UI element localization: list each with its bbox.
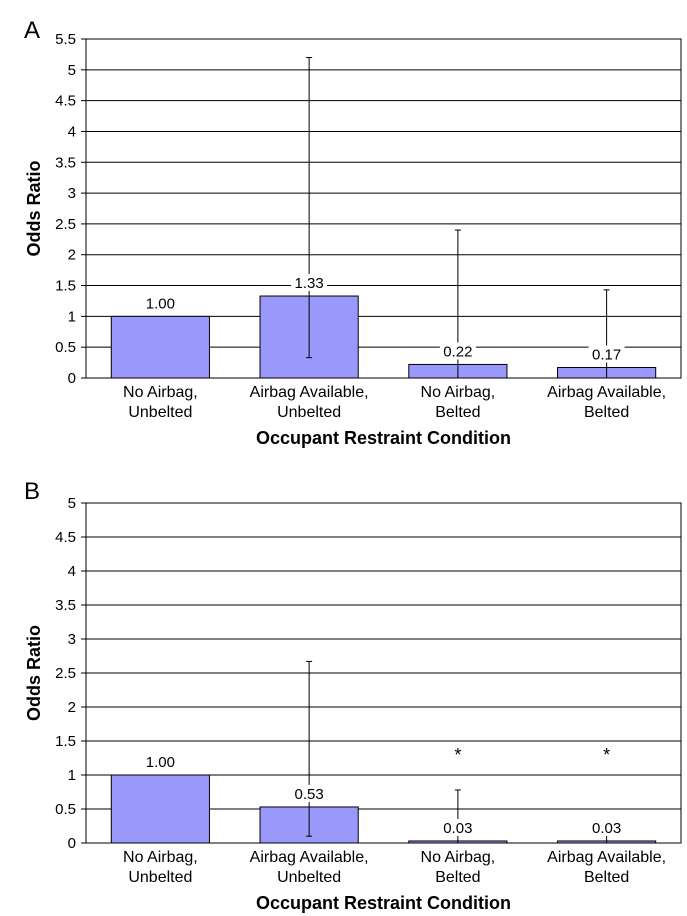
data-label: 1.00 <box>146 754 175 771</box>
y-axis-title: Odds Ratio <box>24 160 44 256</box>
x-category-label: No Airbag, <box>421 849 496 866</box>
data-label-bg <box>588 818 625 836</box>
y-tick-label: 5 <box>68 62 76 79</box>
bar <box>110 774 210 844</box>
plot-frame <box>85 502 682 844</box>
significance-marker: * <box>603 745 610 765</box>
y-tick-label: 4 <box>68 123 76 140</box>
data-label: 0.03 <box>592 820 621 837</box>
x-category-label: Belted <box>584 404 629 421</box>
x-category-label: Unbelted <box>277 404 341 421</box>
data-label-bg <box>439 342 476 360</box>
y-tick-label: 1 <box>68 308 76 325</box>
x-category-label: Airbag Available, <box>547 384 666 401</box>
x-category-label: No Airbag, <box>123 849 198 866</box>
plot-frame <box>85 38 682 379</box>
y-tick-label: 2.5 <box>55 216 76 233</box>
y-tick-label: 5 <box>68 495 76 512</box>
data-label-bg <box>291 274 328 292</box>
data-label: 1.33 <box>295 275 324 292</box>
data-label-bg <box>291 784 328 802</box>
data-label: 0.17 <box>592 347 621 364</box>
y-axis-title: Odds Ratio <box>24 625 44 721</box>
data-label: 1.00 <box>146 295 175 312</box>
significance-marker: * <box>454 745 461 765</box>
y-tick-label: 3.5 <box>55 154 76 171</box>
x-category-label: Belted <box>435 869 480 886</box>
x-category-label: Airbag Available, <box>547 849 666 866</box>
panel-label: A <box>24 17 40 44</box>
y-tick-label: 3 <box>68 185 76 202</box>
chart-panel-b: B 0 0.5 1 1.5 2 2.5 3 3.5 4 4.5 5 1.00 No Airbag, Unbe… <box>24 478 682 913</box>
x-axis-title: Occupant Restraint Condition <box>256 893 511 913</box>
x-category-label: Belted <box>435 404 480 421</box>
data-label-bg <box>142 294 179 312</box>
data-label-bg <box>439 818 476 836</box>
x-category-label: No Airbag, <box>123 384 198 401</box>
chart-panel-a: A 0 0.5 1 1.5 2 2.5 3 3.5 4 4.5 5 5.5 1.00 No Airbag, U… <box>24 17 682 448</box>
y-tick-label: 0 <box>68 370 76 387</box>
y-tick-label: 0.5 <box>55 801 76 818</box>
data-label-bg <box>588 345 625 363</box>
x-category-label: Unbelted <box>277 869 341 886</box>
y-tick-label: 1.5 <box>55 278 76 295</box>
x-category-label: No Airbag, <box>421 384 496 401</box>
x-category-label: Unbelted <box>128 404 192 421</box>
data-label: 0.22 <box>443 343 472 360</box>
y-tick-label: 3 <box>68 631 76 648</box>
y-tick-label: 2 <box>68 699 76 716</box>
panel-label: B <box>24 478 40 505</box>
y-tick-label: 4.5 <box>55 93 76 110</box>
x-category-label: Airbag Available, <box>250 384 369 401</box>
x-category-label: Airbag Available, <box>250 849 369 866</box>
y-tick-label: 1 <box>68 767 76 784</box>
data-label-bg <box>142 753 179 770</box>
y-tick-label: 0.5 <box>55 339 76 356</box>
data-label: 0.03 <box>443 820 472 837</box>
y-tick-label: 4.5 <box>55 529 76 546</box>
bar <box>110 315 210 379</box>
y-tick-label: 0 <box>68 835 76 852</box>
y-tick-label: 3.5 <box>55 597 76 614</box>
y-tick-label: 2 <box>68 247 76 264</box>
data-label: 0.53 <box>295 786 324 803</box>
x-axis-title: Occupant Restraint Condition <box>256 428 511 448</box>
y-tick-label: 5.5 <box>55 31 76 48</box>
x-category-label: Unbelted <box>128 869 192 886</box>
y-tick-label: 2.5 <box>55 665 76 682</box>
x-category-label: Belted <box>584 869 629 886</box>
y-tick-label: 1.5 <box>55 733 76 750</box>
y-tick-label: 4 <box>68 563 76 580</box>
